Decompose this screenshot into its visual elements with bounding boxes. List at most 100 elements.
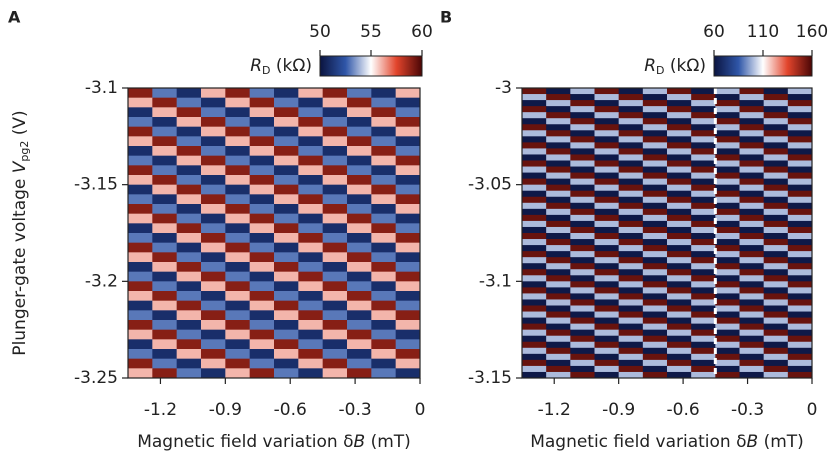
heatmap-cell	[594, 305, 620, 313]
heatmap-cell	[691, 208, 716, 216]
heatmap-cell	[347, 184, 372, 195]
heatmap-cell	[274, 262, 299, 273]
heatmap-cell	[249, 310, 275, 321]
heatmap-cell	[667, 311, 692, 319]
heatmap-cell	[667, 281, 692, 288]
heatmap-cell	[715, 106, 740, 113]
heatmap-cell	[395, 184, 421, 195]
heatmap-cell	[667, 118, 692, 125]
heatmap-cell	[371, 339, 397, 350]
heatmap-cell	[371, 310, 397, 321]
heatmap-cell	[618, 245, 644, 252]
heatmap-cell	[763, 130, 789, 137]
heatmap-cell	[691, 281, 716, 288]
heatmap-cell	[570, 160, 595, 168]
heatmap-cell	[522, 196, 547, 204]
heatmap-cell	[570, 88, 595, 95]
heatmap-cell	[546, 160, 571, 168]
heatmap-cell	[522, 239, 547, 246]
heatmap-cell	[546, 299, 571, 306]
colorbar-label: RD (kΩ)	[250, 56, 312, 77]
heatmap-cell	[298, 300, 324, 311]
heatmap-cell	[667, 323, 692, 331]
heatmap-cell	[274, 136, 299, 147]
heatmap-cell	[522, 100, 547, 107]
heatmap-cell	[715, 190, 740, 198]
heatmap-cell	[522, 305, 547, 313]
heatmap-cell	[546, 154, 571, 161]
heatmap-cell	[691, 257, 716, 264]
heatmap-cell	[739, 112, 765, 119]
heatmap-cell	[522, 317, 547, 325]
heatmap-cell	[152, 204, 178, 215]
heatmap-cell	[667, 88, 692, 95]
heatmap-cell	[667, 142, 692, 149]
heatmap-cell	[347, 88, 372, 99]
heatmap-cell	[667, 335, 692, 343]
heatmap-cell	[128, 368, 153, 379]
heatmap-cell	[322, 165, 348, 176]
heatmap-cell	[225, 320, 251, 331]
heatmap-cell	[298, 368, 324, 379]
heatmap-cell	[715, 269, 740, 276]
heatmap-cell	[201, 271, 226, 282]
heatmap-cell	[642, 148, 668, 155]
heatmap-cell	[642, 160, 668, 168]
heatmap-cell	[667, 233, 692, 240]
heatmap-cell	[128, 88, 153, 99]
heatmap-cell	[128, 126, 153, 137]
heatmap-cell	[787, 257, 813, 264]
heatmap-cell	[395, 146, 421, 157]
heatmap-cell	[667, 305, 692, 313]
heatmap-cell	[570, 341, 595, 349]
heatmap-cell	[618, 226, 644, 234]
heatmap-cell	[322, 291, 348, 302]
heatmap-cell	[594, 245, 620, 252]
heatmap-cell	[395, 310, 421, 321]
heatmap-cell	[298, 339, 324, 350]
heatmap-cell	[152, 233, 178, 244]
heatmap-cell	[618, 214, 644, 222]
heatmap-cell	[715, 196, 740, 204]
heatmap-cell	[667, 148, 692, 155]
heatmap-cell	[298, 97, 324, 108]
heatmap-cell	[274, 339, 299, 350]
heatmap-cell	[642, 214, 668, 222]
heatmap-cell	[642, 226, 668, 234]
heatmap-cell	[667, 106, 692, 113]
heatmap-cell	[274, 300, 299, 311]
heatmap-cell	[322, 136, 348, 147]
heatmap-cell	[546, 148, 571, 155]
heatmap-cell	[667, 251, 692, 258]
y-tick-label: -3.25	[74, 368, 118, 388]
heatmap-cell	[787, 353, 813, 361]
heatmap-cell	[128, 300, 153, 311]
heatmap-cell	[371, 155, 397, 166]
heatmap-cell	[546, 220, 571, 228]
heatmap-cell	[176, 223, 202, 234]
heatmap-cell	[225, 358, 251, 369]
heatmap-cell	[570, 112, 595, 119]
y-axis-label: Plunger-gate voltage Vpg2 (V)	[10, 110, 31, 355]
heatmap-cell	[594, 214, 620, 222]
heatmap-cell	[395, 320, 421, 331]
colorbar-label-unit: (kΩ)	[270, 56, 312, 76]
heatmap-cell	[715, 214, 740, 222]
heatmap-cell	[739, 166, 765, 174]
heatmap-cell	[176, 242, 202, 253]
heatmap-cell	[618, 184, 644, 192]
heatmap-cell	[395, 204, 421, 215]
heatmap-cell	[763, 305, 789, 313]
heatmap-cell	[274, 271, 299, 282]
heatmap-cell	[787, 341, 813, 349]
heatmap-cell	[763, 178, 789, 186]
heatmap-cell	[347, 107, 372, 118]
heatmap-cell	[618, 281, 644, 288]
heatmap-cell	[691, 202, 716, 210]
heatmap-cell	[691, 124, 716, 131]
heatmap-cell	[546, 214, 571, 222]
heatmap-cell	[594, 148, 620, 155]
heatmap-cell	[763, 353, 789, 361]
heatmap-cell	[347, 320, 372, 331]
heatmap-cell	[715, 136, 740, 143]
